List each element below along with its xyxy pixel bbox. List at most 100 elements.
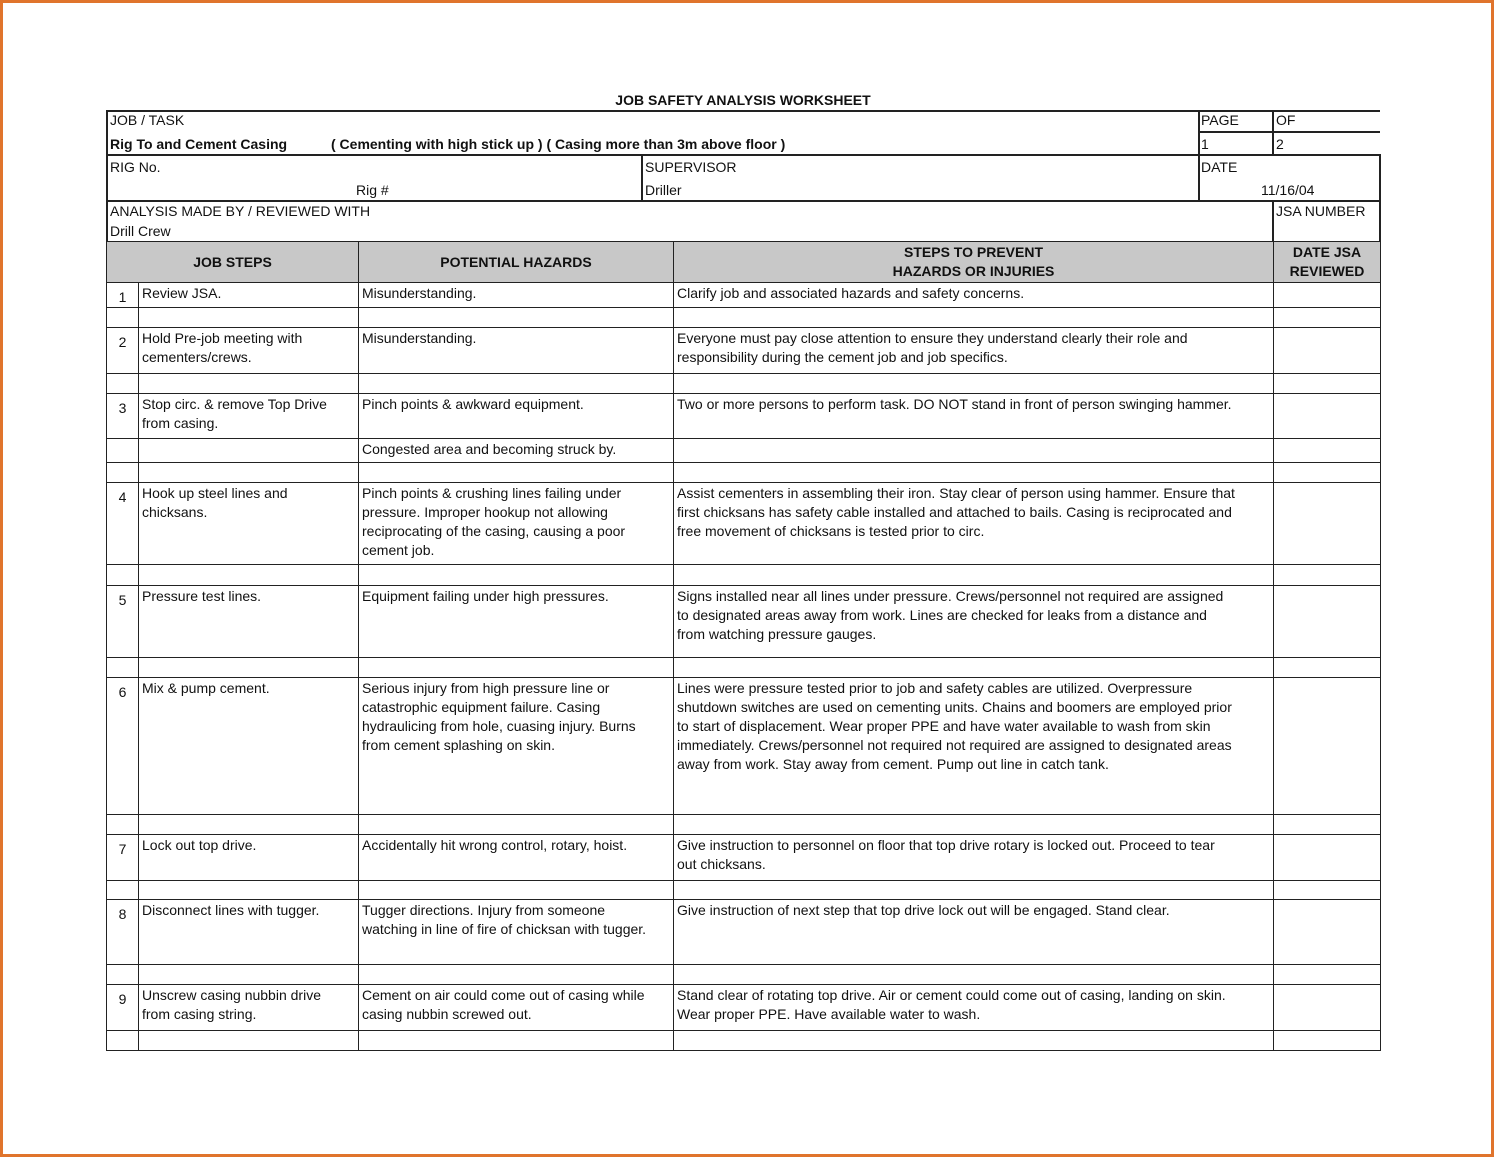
job-step: [138, 564, 359, 586]
prevention-step: Two or more persons to perform task. DO …: [673, 393, 1274, 439]
job-step: Mix & pump cement.: [138, 677, 359, 815]
blank-row: [106, 814, 1381, 835]
rule: [106, 110, 108, 241]
date-reviewed-cell: [1273, 984, 1381, 1031]
prevention-step: [673, 1030, 1274, 1051]
step-number: 9: [106, 984, 139, 1031]
step-number: [106, 964, 139, 985]
job-step: Stop circ. & remove Top Drive from casin…: [138, 393, 359, 439]
job-step: Hold Pre-job meeting with cementers/crew…: [138, 327, 359, 374]
rig-value: Rig #: [356, 182, 389, 198]
prevention-step: [673, 462, 1274, 483]
date-reviewed-cell: [1273, 814, 1381, 835]
date-reviewed-cell: [1273, 585, 1381, 658]
job-step: [138, 880, 359, 900]
col-reviewed: DATE JSA REVIEWED: [1273, 241, 1381, 283]
step-number: 8: [106, 899, 139, 965]
table-row: 1 Review JSA. Misunderstanding. Clarify job…: [106, 282, 1381, 308]
step-number: [106, 657, 139, 678]
job-step: [138, 657, 359, 678]
table-row: 7 Lock out top drive. Accidentally hit wro…: [106, 834, 1381, 881]
of-label: OF: [1276, 112, 1296, 128]
step-number: [106, 438, 139, 463]
date-reviewed-cell: [1273, 677, 1381, 815]
prevention-step: Clarify job and associated hazards and s…: [673, 282, 1274, 308]
prevention-step: [673, 880, 1274, 900]
potential-hazard: Accidentally hit wrong control, rotary, …: [358, 834, 674, 881]
step-number: 5: [106, 585, 139, 658]
table-row: 6 Mix & pump cement. Serious injury from h…: [106, 677, 1381, 815]
page-value: 1: [1201, 136, 1209, 152]
step-number: 6: [106, 677, 139, 815]
date-reviewed-cell: [1273, 964, 1381, 985]
date-reviewed-cell: [1273, 482, 1381, 565]
prevention-step: Signs installed near all lines under pre…: [673, 585, 1274, 658]
rule: [106, 154, 1380, 156]
prevention-step: [673, 564, 1274, 586]
prevention-step: [673, 438, 1274, 463]
supervisor-value: Driller: [645, 182, 682, 198]
analysis-label: ANALYSIS MADE BY / REVIEWED WITH: [110, 203, 371, 219]
potential-hazard: [358, 564, 674, 586]
table-row: 5 Pressure test lines. Equipment failing u…: [106, 585, 1381, 658]
table-row: Congested area and becoming struck by.: [106, 438, 1381, 463]
blank-row: [106, 373, 1381, 394]
date-reviewed-cell: [1273, 880, 1381, 900]
step-number: [106, 373, 139, 394]
job-task-label: JOB / TASK: [110, 112, 185, 128]
prevention-step: [673, 373, 1274, 394]
table-row: 3 Stop circ. & remove Top Drive from casi…: [106, 393, 1381, 439]
job-step: [138, 964, 359, 985]
prevention-step: Lines were pressure tested prior to job …: [673, 677, 1274, 815]
table-row: 2 Hold Pre-job meeting with cementers/cre…: [106, 327, 1381, 374]
step-number: [106, 462, 139, 483]
prevention-step: Everyone must pay close attention to ens…: [673, 327, 1274, 374]
rule: [106, 110, 1380, 112]
date-reviewed-cell: [1273, 307, 1381, 328]
date-reviewed-cell: [1273, 1030, 1381, 1051]
potential-hazard: Pinch points & awkward equipment.: [358, 393, 674, 439]
job-task-detail: ( Cementing with high stick up ) ( Casin…: [331, 136, 786, 152]
job-step: Lock out top drive.: [138, 834, 359, 881]
blank-row: [106, 307, 1381, 328]
page-label: PAGE: [1201, 112, 1239, 128]
step-number: 3: [106, 393, 139, 439]
blank-row: [106, 462, 1381, 483]
date-reviewed-cell: [1273, 282, 1381, 308]
job-step: [138, 438, 359, 463]
prevention-step: Give instruction to personnel on floor t…: [673, 834, 1274, 881]
rule: [1198, 131, 1380, 133]
col-hazards: POTENTIAL HAZARDS: [358, 241, 674, 283]
table-header-row: JOB STEPS POTENTIAL HAZARDS STEPS TO PRE…: [106, 241, 1381, 283]
step-number: [106, 307, 139, 328]
date-label: DATE: [1201, 159, 1238, 175]
potential-hazard: [358, 814, 674, 835]
step-number: [106, 564, 139, 586]
potential-hazard: [358, 307, 674, 328]
job-step: [138, 307, 359, 328]
step-number: 7: [106, 834, 139, 881]
potential-hazard: Equipment failing under high pressures.: [358, 585, 674, 658]
table-row: 8 Disconnect lines with tugger. Tugger dir…: [106, 899, 1381, 965]
prevention-step: Stand clear of rotating top drive. Air o…: [673, 984, 1274, 1031]
potential-hazard: [358, 462, 674, 483]
date-reviewed-cell: [1273, 834, 1381, 881]
rule: [1198, 110, 1200, 201]
blank-row: [106, 1030, 1381, 1051]
analysis-value: Drill Crew: [110, 223, 171, 239]
potential-hazard: Congested area and becoming struck by.: [358, 438, 674, 463]
date-reviewed-cell: [1273, 564, 1381, 586]
table-row: 4 Hook up steel lines and chicksans. Pinch…: [106, 482, 1381, 565]
potential-hazard: Serious injury from high pressure line o…: [358, 677, 674, 815]
job-step: Unscrew casing nubbin drive from casing …: [138, 984, 359, 1031]
date-reviewed-cell: [1273, 373, 1381, 394]
potential-hazard: [358, 964, 674, 985]
step-number: 4: [106, 482, 139, 565]
step-number: [106, 1030, 139, 1051]
potential-hazard: [358, 880, 674, 900]
prevention-step: [673, 307, 1274, 328]
step-number: [106, 880, 139, 900]
prevention-step: [673, 964, 1274, 985]
job-step: [138, 373, 359, 394]
